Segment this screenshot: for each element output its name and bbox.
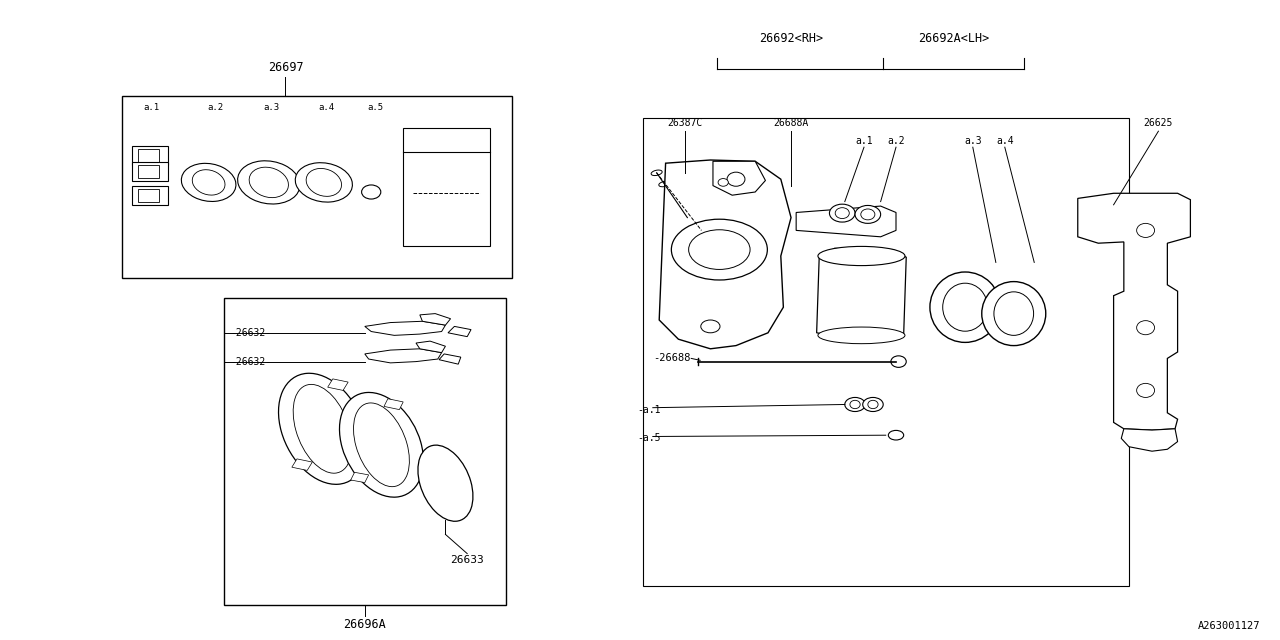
Polygon shape bbox=[817, 248, 906, 340]
Bar bbox=[138, 189, 159, 202]
Bar bbox=[224, 298, 506, 605]
Ellipse shape bbox=[818, 327, 905, 344]
Bar bbox=[122, 96, 512, 278]
Bar bbox=[132, 146, 168, 165]
Ellipse shape bbox=[855, 205, 881, 223]
Ellipse shape bbox=[829, 204, 855, 222]
Text: 26692A<LH>: 26692A<LH> bbox=[918, 32, 989, 45]
Bar bbox=[132, 162, 168, 181]
Text: 26696A: 26696A bbox=[343, 618, 387, 630]
Ellipse shape bbox=[682, 215, 692, 220]
Ellipse shape bbox=[993, 292, 1034, 335]
Ellipse shape bbox=[279, 373, 366, 484]
Text: -26688: -26688 bbox=[653, 353, 690, 364]
Ellipse shape bbox=[982, 282, 1046, 346]
Polygon shape bbox=[416, 341, 445, 353]
Ellipse shape bbox=[942, 283, 988, 332]
Text: -a.5: -a.5 bbox=[637, 433, 660, 444]
Ellipse shape bbox=[667, 193, 677, 198]
Ellipse shape bbox=[238, 161, 300, 204]
Text: a.2: a.2 bbox=[887, 136, 905, 146]
Text: a.4: a.4 bbox=[319, 103, 334, 112]
Ellipse shape bbox=[868, 401, 878, 409]
Ellipse shape bbox=[353, 403, 410, 486]
Text: 26625: 26625 bbox=[1144, 118, 1172, 128]
Text: -26632-: -26632- bbox=[230, 356, 271, 367]
Polygon shape bbox=[796, 206, 896, 237]
Text: -26632-: -26632- bbox=[230, 328, 271, 338]
Ellipse shape bbox=[850, 401, 860, 409]
Polygon shape bbox=[292, 459, 312, 470]
Ellipse shape bbox=[293, 385, 352, 473]
Bar bbox=[138, 149, 159, 162]
Ellipse shape bbox=[306, 168, 342, 196]
Ellipse shape bbox=[888, 431, 904, 440]
Text: 26688A: 26688A bbox=[773, 118, 809, 128]
Ellipse shape bbox=[652, 170, 662, 175]
Ellipse shape bbox=[861, 209, 876, 220]
Text: -a.1: -a.1 bbox=[637, 404, 660, 415]
Polygon shape bbox=[448, 326, 471, 337]
Ellipse shape bbox=[818, 246, 905, 266]
Polygon shape bbox=[1078, 193, 1190, 430]
Ellipse shape bbox=[419, 445, 472, 521]
Bar bbox=[403, 128, 490, 246]
Ellipse shape bbox=[701, 320, 721, 333]
Ellipse shape bbox=[659, 181, 669, 187]
Polygon shape bbox=[328, 379, 348, 390]
Polygon shape bbox=[659, 160, 791, 349]
Text: 26697: 26697 bbox=[268, 61, 303, 74]
Ellipse shape bbox=[1137, 383, 1155, 397]
Text: a.4: a.4 bbox=[996, 136, 1014, 146]
Polygon shape bbox=[1121, 429, 1178, 451]
Polygon shape bbox=[365, 321, 445, 335]
Text: a.3: a.3 bbox=[264, 103, 279, 112]
Bar bbox=[132, 186, 168, 205]
Ellipse shape bbox=[182, 163, 236, 202]
Ellipse shape bbox=[891, 356, 906, 367]
Polygon shape bbox=[439, 354, 461, 364]
Ellipse shape bbox=[718, 179, 728, 186]
Text: 26633: 26633 bbox=[451, 555, 484, 565]
Polygon shape bbox=[384, 399, 403, 410]
Text: 26387C: 26387C bbox=[667, 118, 703, 128]
Ellipse shape bbox=[836, 207, 850, 219]
Text: a.3: a.3 bbox=[964, 136, 982, 146]
Ellipse shape bbox=[1137, 223, 1155, 237]
Ellipse shape bbox=[863, 397, 883, 412]
Polygon shape bbox=[713, 161, 765, 195]
Text: A263001127: A263001127 bbox=[1198, 621, 1261, 631]
Ellipse shape bbox=[339, 392, 424, 497]
Ellipse shape bbox=[361, 185, 381, 199]
Ellipse shape bbox=[689, 230, 750, 269]
Bar bbox=[138, 165, 159, 178]
Ellipse shape bbox=[192, 170, 225, 195]
Ellipse shape bbox=[929, 272, 1001, 342]
Polygon shape bbox=[420, 314, 451, 325]
Text: a.2: a.2 bbox=[207, 103, 223, 112]
Text: a.5: a.5 bbox=[367, 103, 383, 112]
Ellipse shape bbox=[845, 397, 865, 412]
Polygon shape bbox=[365, 349, 442, 363]
Ellipse shape bbox=[296, 163, 352, 202]
Ellipse shape bbox=[1137, 321, 1155, 335]
Ellipse shape bbox=[675, 204, 685, 209]
Ellipse shape bbox=[727, 172, 745, 186]
Text: 26692<RH>: 26692<RH> bbox=[759, 32, 823, 45]
Ellipse shape bbox=[250, 167, 288, 198]
Text: a.1: a.1 bbox=[855, 136, 873, 146]
Polygon shape bbox=[351, 472, 369, 483]
Ellipse shape bbox=[672, 220, 768, 280]
Text: a.1: a.1 bbox=[143, 103, 159, 112]
Bar bbox=[643, 118, 1129, 586]
